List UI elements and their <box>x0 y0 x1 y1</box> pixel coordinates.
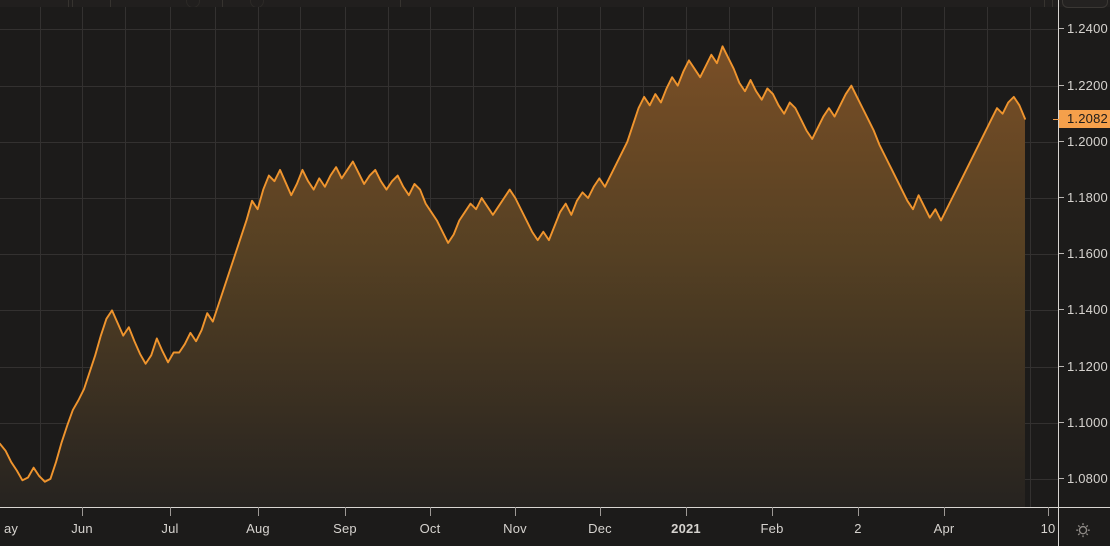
tick-mark <box>1059 253 1064 255</box>
tick-value: 1.1400 <box>1067 302 1108 318</box>
price-axis[interactable]: 1.2400 1.2200 1.2000 1.1800 1.1600 1.1400 1.12… <box>1059 7 1110 507</box>
time-tick-label: Nov <box>503 521 527 536</box>
tick-mark <box>1059 28 1064 30</box>
tick-value: 1.1200 <box>1067 358 1108 374</box>
tick-value: 1.2200 <box>1067 77 1108 93</box>
toolbar-divider <box>400 0 401 7</box>
price-tick-label: 1.2000 <box>1059 133 1108 149</box>
price-tick-label: 1.1000 <box>1059 414 1108 430</box>
price-tick-label: 1.1200 <box>1059 358 1108 374</box>
tick-value: 1.0800 <box>1067 470 1108 486</box>
tick-mark <box>1059 309 1064 311</box>
price-line <box>0 45 1026 483</box>
tick-mark <box>170 507 171 516</box>
axis-corner-divider <box>1058 508 1059 546</box>
time-tick-label: Feb <box>760 521 784 536</box>
time-tick-label: 10 <box>1040 521 1056 536</box>
toolbar-icon-clipped[interactable] <box>250 0 264 7</box>
tick-value: 1.1800 <box>1067 190 1108 205</box>
toolbar-divider <box>1044 0 1045 7</box>
tick-value: 1.1600 <box>1067 246 1108 262</box>
tick-mark <box>858 507 859 516</box>
tick-mark <box>772 507 773 516</box>
time-tick-label: Dec <box>588 521 612 536</box>
tick-mark <box>1059 365 1064 367</box>
tick-mark <box>600 507 601 516</box>
time-tick-label: Apr <box>933 521 955 536</box>
toolbar-divider <box>1052 0 1053 7</box>
area-fill <box>0 46 1025 507</box>
tick-mark <box>944 507 945 516</box>
gear-icon[interactable] <box>1072 521 1094 541</box>
chart-plot-area[interactable] <box>0 7 1058 507</box>
price-area-chart <box>0 7 1058 507</box>
time-tick-label: 2 <box>854 521 862 536</box>
price-tick-label: 1.0800 <box>1059 470 1108 486</box>
tick-mark <box>1048 507 1049 516</box>
tick-mark <box>82 507 83 516</box>
tick-mark <box>1059 140 1064 142</box>
toolbar-divider <box>72 0 73 7</box>
tick-mark <box>515 507 516 516</box>
tick-value: 1.2400 <box>1067 21 1108 37</box>
time-tick-label: Jun <box>71 521 93 536</box>
price-tick-label: 1.1600 <box>1059 247 1108 261</box>
time-tick-label: Aug <box>246 521 270 536</box>
time-tick-label: Oct <box>419 521 441 536</box>
tick-value: 1.1000 <box>1067 414 1108 430</box>
time-tick-label: ay <box>4 521 19 536</box>
tick-mark <box>430 507 431 516</box>
price-tick-label: 1.1800 <box>1059 191 1108 205</box>
toolbar-icon-clipped[interactable] <box>186 0 200 7</box>
tick-mark <box>1059 84 1064 86</box>
time-axis[interactable] <box>0 507 1110 546</box>
tick-value: 1.2000 <box>1067 133 1108 149</box>
price-tick-label: 1.2200 <box>1059 77 1108 93</box>
time-tick-label: Jul <box>161 521 179 536</box>
tick-mark <box>345 507 346 516</box>
gear-icon-glyph <box>1076 523 1090 538</box>
current-price-tag: 1.2082 <box>1059 109 1110 128</box>
tick-mark <box>1059 421 1064 423</box>
price-tick-label: 1.2400 <box>1059 22 1108 36</box>
toolbar-divider <box>68 0 69 7</box>
price-tag-notch <box>1053 119 1060 120</box>
tick-mark <box>686 507 687 516</box>
toolbar-strip-clipped <box>0 0 1110 7</box>
toolbar-pill-clipped[interactable] <box>1062 0 1108 8</box>
toolbar-divider <box>110 0 111 7</box>
time-tick-label: 2021 <box>671 521 701 536</box>
toolbar-divider <box>222 0 223 7</box>
tick-mark <box>258 507 259 516</box>
axis-divider <box>1058 0 1059 546</box>
tick-mark <box>1059 477 1064 479</box>
price-tick-label: 1.1400 <box>1059 303 1108 317</box>
tick-mark <box>1059 197 1064 198</box>
time-tick-label: Sep <box>333 521 357 536</box>
